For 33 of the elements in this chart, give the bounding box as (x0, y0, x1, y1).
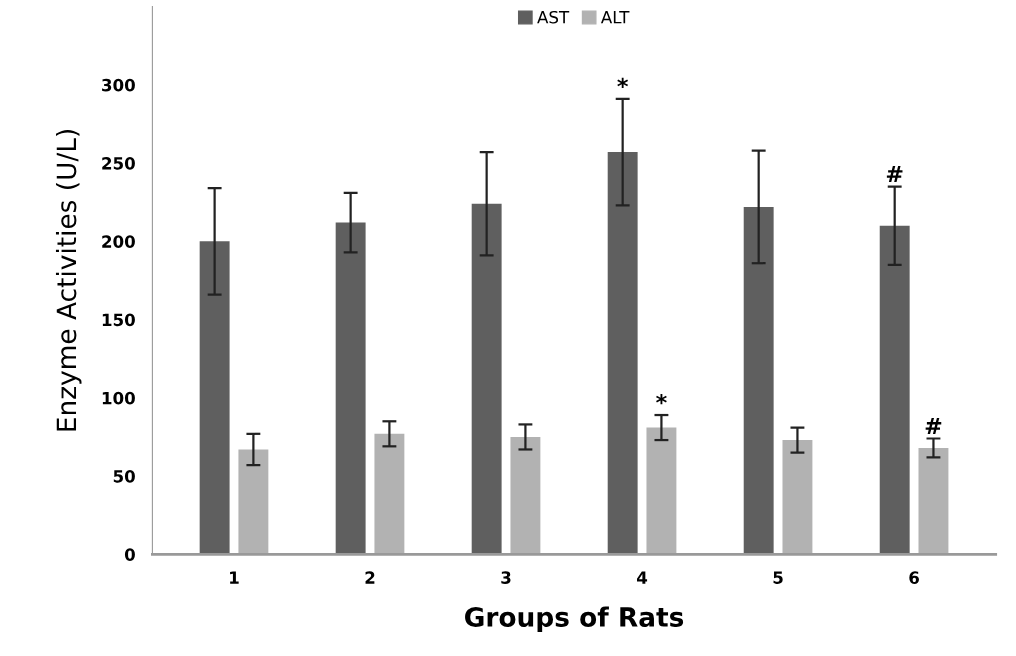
bar (743, 206, 774, 555)
bar (646, 427, 677, 555)
x-tick-label: 6 (909, 571, 919, 584)
y-tick-label: 50 (113, 470, 135, 483)
y-tick-label: 300 (102, 78, 135, 92)
bar (238, 449, 269, 555)
bar (335, 222, 366, 555)
bar (879, 225, 910, 555)
annotation: # (886, 165, 903, 182)
y-tick-label: 200 (102, 235, 135, 248)
y-axis-title: Enzyme Activities (U/L) (55, 129, 82, 431)
x-tick-label: 5 (773, 571, 783, 584)
annotation: # (925, 417, 942, 434)
annotation: * (656, 393, 667, 405)
bar (607, 152, 638, 555)
y-tick-label: 100 (102, 391, 135, 405)
y-tick-label: 250 (102, 157, 135, 170)
x-tick-label: 3 (501, 571, 511, 584)
bar (510, 436, 541, 555)
legend-label: AST (537, 10, 570, 24)
x-tick-label: 4 (637, 571, 648, 584)
bar (918, 447, 949, 555)
x-tick-label: 2 (365, 571, 375, 584)
y-tick-label: 0 (124, 548, 135, 561)
x-axis-title: Groups of Rats (465, 606, 684, 633)
bar (471, 203, 502, 555)
legend-label: ALT (600, 11, 630, 24)
bar (782, 440, 813, 555)
x-tick-label: 1 (230, 571, 239, 584)
bar (374, 433, 405, 555)
y-tick-label: 150 (102, 313, 135, 327)
bar (199, 241, 230, 555)
annotation: * (617, 77, 629, 89)
